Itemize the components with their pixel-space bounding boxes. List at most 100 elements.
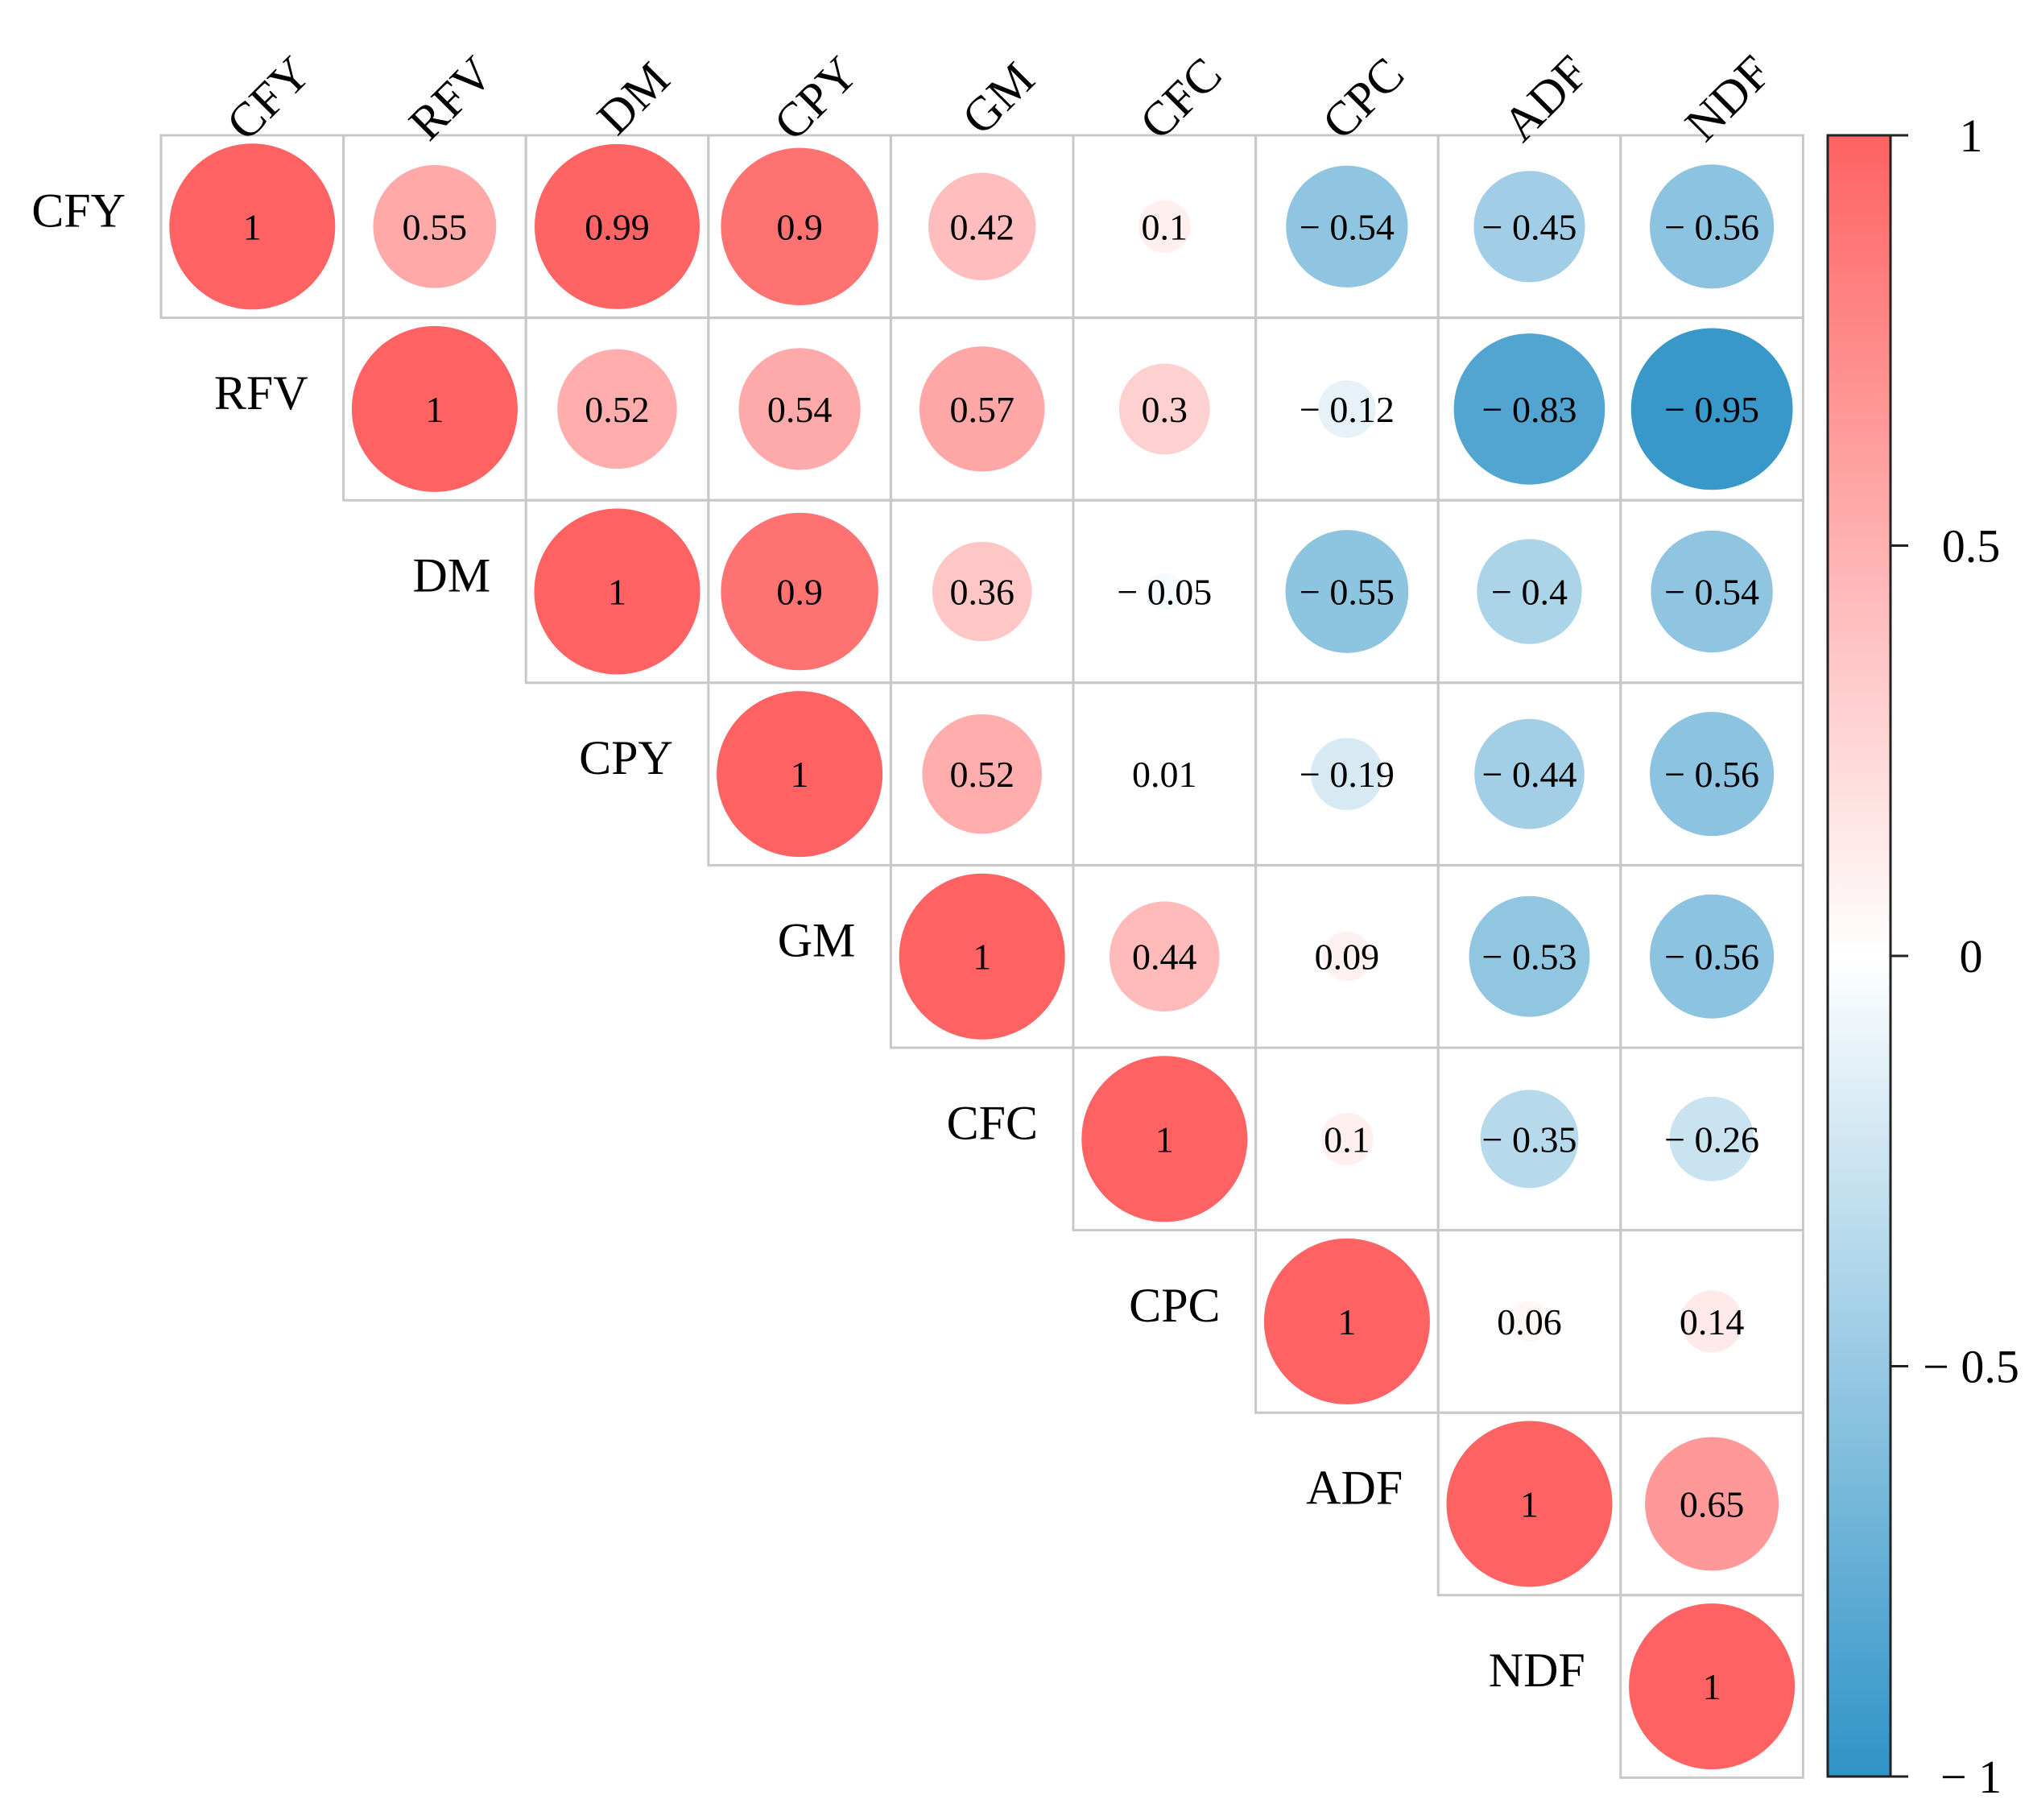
- value-label: − 0.83: [1482, 389, 1577, 430]
- corr-circle-cfc-cpc: [1320, 1112, 1374, 1165]
- colorbar-tick-label: 1: [1960, 110, 1983, 162]
- value-label: − 0.54: [1664, 572, 1759, 613]
- value-label: 0.9: [776, 206, 823, 247]
- column-label-dm: DM: [587, 52, 680, 144]
- row-label-cfy: CFY: [31, 184, 126, 237]
- colorbar-tick-label: 0.5: [1942, 520, 2001, 573]
- value-label: − 0.45: [1482, 206, 1577, 247]
- corr-circle-dm-cfc: [1146, 573, 1184, 610]
- colorbar-tick-label: − 1: [1940, 1751, 2002, 1803]
- circles: [169, 143, 1796, 1770]
- value-label: 1: [243, 206, 262, 247]
- row-label-cpc: CPC: [1129, 1279, 1220, 1332]
- row-label-rfv: RFV: [214, 366, 308, 420]
- column-label-cpc: CPC: [1312, 48, 1414, 150]
- column-label-cfc: CFC: [1130, 48, 1232, 150]
- value-label: − 0.56: [1664, 937, 1759, 978]
- value-label: 1: [1520, 1484, 1539, 1525]
- corr-circle-cpy-cfc: [1156, 765, 1173, 783]
- corr-circle-ndf-ndf: [1629, 1603, 1796, 1770]
- corr-circle-cfy-cfy: [169, 143, 336, 310]
- corr-circle-cpy-gm: [922, 714, 1042, 834]
- value-label: 0.3: [1142, 389, 1188, 430]
- value-label: 0.52: [585, 389, 650, 430]
- corr-circle-dm-dm: [534, 508, 700, 675]
- value-label: − 0.4: [1491, 572, 1568, 613]
- value-label: 0.1: [1142, 206, 1188, 247]
- value-label: 0.06: [1497, 1301, 1562, 1342]
- value-label: 0.36: [949, 572, 1014, 613]
- value-label: − 0.35: [1482, 1119, 1577, 1160]
- corr-circle-cpc-adf: [1509, 1301, 1550, 1342]
- corr-circle-rfv-rfv: [351, 325, 518, 492]
- value-label: 0.52: [949, 754, 1014, 795]
- value-label: − 0.54: [1300, 206, 1395, 247]
- value-labels: 1 0.55 0.99 0.9 0.42 0.1 − 0.54 − 0.45 − 0.56 1 0.…: [243, 206, 1759, 1707]
- corr-circle-cfc-cfc: [1081, 1056, 1248, 1222]
- value-label: − 0.05: [1117, 572, 1212, 613]
- value-label: 0.09: [1315, 937, 1380, 978]
- corr-circle-adf-adf: [1446, 1421, 1613, 1587]
- grid: [159, 134, 1804, 1779]
- colorbar-tick-label: − 0.5: [1923, 1341, 2019, 1393]
- value-label: 1: [973, 937, 991, 978]
- row-label-gm: GM: [778, 914, 856, 967]
- value-label: − 0.12: [1300, 389, 1395, 430]
- row-label-cpy: CPY: [579, 731, 673, 784]
- colorbar-tick-label: 0: [1960, 930, 1983, 982]
- value-label: − 0.56: [1664, 754, 1759, 795]
- value-label: 1: [425, 389, 444, 430]
- corr-circle-cpc-ndf: [1680, 1290, 1743, 1353]
- row-labels: CFY RFV DM CPY GM CFC CPC ADF NDF: [31, 184, 1585, 1697]
- value-label: − 0.55: [1300, 572, 1395, 613]
- corr-circle-cpy-ndf: [1650, 712, 1775, 837]
- corr-circle-cfy-rfv: [373, 164, 497, 288]
- corr-circle-cfc-ndf: [1669, 1096, 1754, 1181]
- corr-circle-rfv-cpc: [1318, 380, 1376, 438]
- value-label: 1: [1337, 1301, 1356, 1342]
- colorbar: 1 0.5 0 − 0.5 − 1: [1826, 110, 2019, 1803]
- value-label: 0.42: [949, 206, 1014, 247]
- corr-circle-rfv-cfc: [1118, 363, 1210, 455]
- value-label: − 0.44: [1482, 754, 1577, 795]
- corr-circle-cfy-adf: [1473, 171, 1585, 283]
- corr-circle-cfy-dm: [535, 143, 700, 309]
- corr-circle-cfy-cpy: [721, 147, 878, 306]
- value-label: 0.65: [1680, 1484, 1745, 1525]
- value-label: 0.9: [776, 572, 823, 613]
- value-label: 0.01: [1132, 754, 1197, 795]
- value-label: 1: [1703, 1666, 1721, 1707]
- corr-circle-cpy-cpy: [717, 691, 883, 858]
- value-label: − 0.95: [1664, 389, 1759, 430]
- corr-circle-gm-ndf: [1650, 894, 1775, 1019]
- value-label: 0.44: [1132, 937, 1197, 978]
- value-label: 1: [608, 572, 626, 613]
- corr-circle-cfc-adf: [1480, 1090, 1579, 1189]
- value-label: 0.99: [585, 206, 650, 247]
- corr-circle-gm-cpc: [1322, 931, 1372, 982]
- corr-circle-dm-ndf: [1651, 530, 1773, 653]
- corr-circle-cfy-gm: [928, 172, 1036, 281]
- row-label-cfc: CFC: [947, 1096, 1038, 1149]
- corr-circle-rfv-ndf: [1630, 328, 1793, 490]
- corr-circle-gm-adf: [1469, 896, 1590, 1017]
- corr-circle-dm-cpc: [1285, 530, 1409, 653]
- value-label: 0.1: [1324, 1119, 1370, 1160]
- corr-circle-rfv-cpy: [738, 348, 861, 470]
- corr-circle-cfy-cpc: [1286, 165, 1408, 287]
- colorbar-gradient: [1826, 134, 1892, 1778]
- grid-cell: [1619, 1594, 1804, 1779]
- value-label: − 0.56: [1664, 206, 1759, 247]
- value-label: 0.55: [403, 206, 468, 247]
- corr-circle-cpy-adf: [1474, 718, 1585, 829]
- value-label: 0.54: [767, 389, 833, 430]
- value-label: − 0.19: [1300, 754, 1395, 795]
- value-label: 0.14: [1680, 1301, 1745, 1342]
- corr-circle-cfy-ndf: [1650, 164, 1775, 289]
- corr-circle-dm-adf: [1477, 539, 1582, 644]
- corr-circle-rfv-gm: [919, 346, 1045, 472]
- corr-circle-cpc-cpc: [1263, 1238, 1430, 1404]
- value-label: 1: [1155, 1119, 1174, 1160]
